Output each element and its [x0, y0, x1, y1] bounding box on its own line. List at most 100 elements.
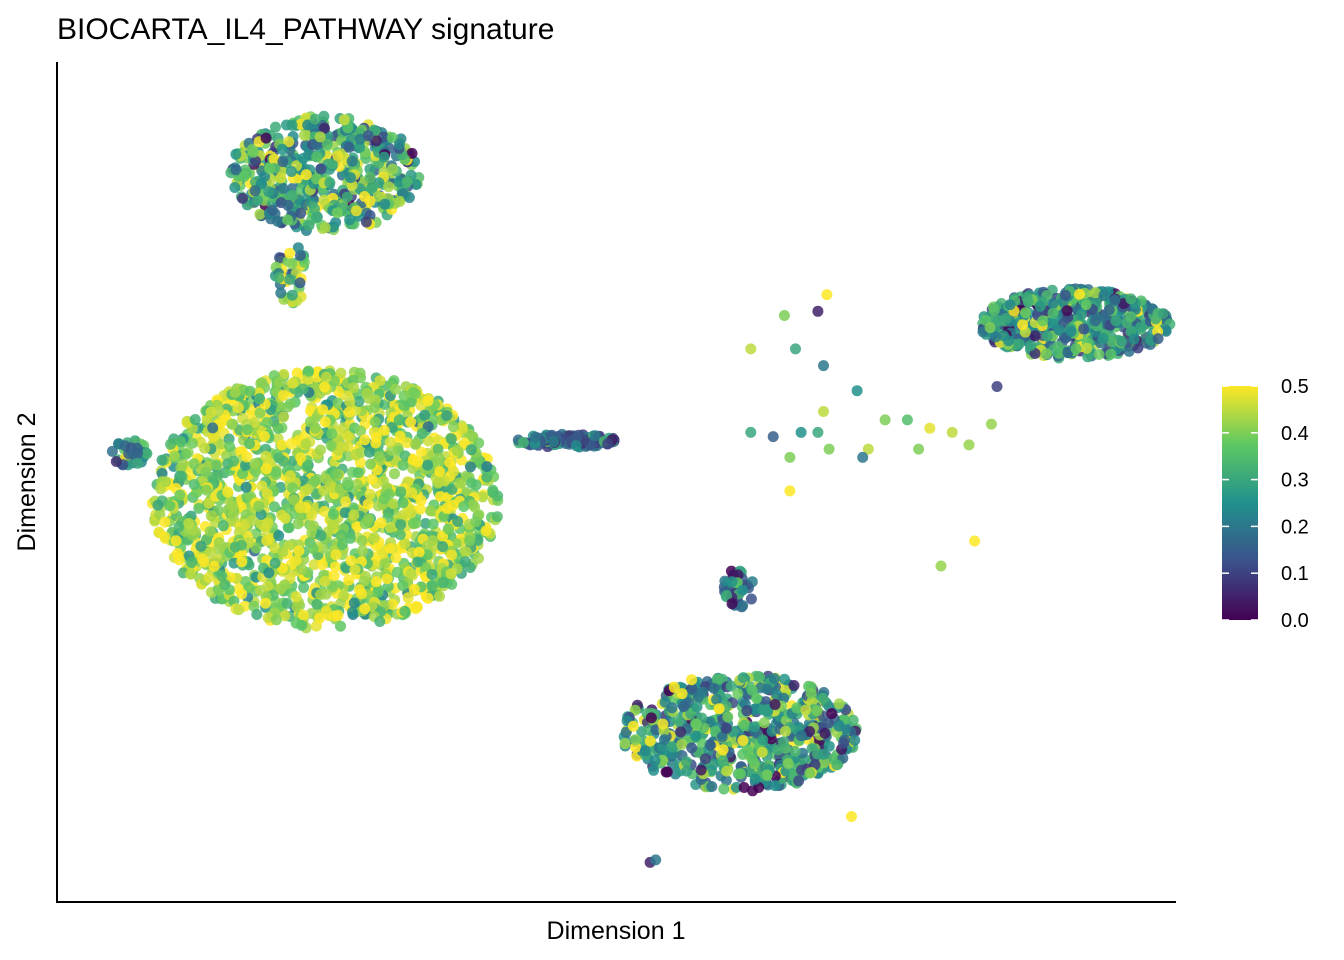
data-point	[193, 502, 205, 514]
data-point	[319, 416, 331, 428]
data-point	[188, 458, 200, 470]
data-point	[761, 769, 773, 781]
data-point	[141, 448, 153, 460]
data-point	[711, 673, 723, 685]
data-point	[1125, 293, 1137, 305]
data-point	[422, 459, 434, 471]
data-point	[298, 582, 310, 593]
data-point	[251, 609, 263, 620]
data-point	[465, 461, 476, 473]
data-point	[297, 383, 309, 395]
data-point	[1081, 342, 1093, 354]
data-point	[390, 383, 401, 395]
data-point	[751, 692, 763, 704]
data-point	[287, 189, 298, 201]
data-point	[745, 343, 757, 355]
data-point	[630, 734, 641, 746]
data-point	[273, 530, 285, 542]
data-point	[1110, 315, 1122, 327]
data-point	[1093, 348, 1105, 360]
data-point	[1128, 333, 1140, 345]
data-point	[416, 428, 428, 439]
data-point	[1074, 288, 1085, 300]
data-point	[331, 207, 343, 219]
data-point	[344, 532, 356, 544]
data-point	[686, 683, 698, 695]
data-point	[804, 726, 816, 737]
data-point	[790, 343, 801, 355]
data-point	[460, 556, 471, 568]
data-point	[327, 221, 339, 233]
data-point	[384, 436, 396, 448]
data-point	[270, 121, 281, 133]
data-point	[716, 731, 728, 743]
data-point	[784, 451, 796, 463]
data-point	[254, 208, 266, 220]
data-point	[344, 396, 356, 408]
data-point	[1020, 307, 1031, 319]
data-point	[256, 377, 268, 389]
data-point	[269, 557, 281, 569]
data-point	[1003, 335, 1015, 347]
data-point	[303, 219, 315, 231]
data-point	[444, 456, 456, 468]
data-point	[402, 592, 414, 604]
data-point	[433, 452, 445, 464]
data-point	[320, 473, 332, 485]
data-point	[301, 461, 313, 473]
x-axis-label: Dimension 1	[547, 917, 686, 945]
data-point	[132, 457, 144, 469]
data-point	[676, 688, 688, 700]
data-point	[410, 179, 422, 190]
data-point	[365, 458, 377, 470]
data-point	[244, 385, 256, 397]
data-point	[353, 584, 365, 596]
data-point	[778, 736, 789, 748]
legend-tick-label: 0.4	[1281, 423, 1309, 445]
data-point	[620, 726, 632, 738]
data-point	[338, 114, 350, 126]
data-point	[735, 768, 747, 780]
data-point	[362, 498, 374, 510]
data-point	[173, 521, 185, 532]
data-point	[227, 510, 239, 521]
data-point	[393, 176, 405, 188]
data-point	[324, 177, 336, 189]
data-point	[804, 767, 816, 779]
data-point	[748, 721, 760, 733]
data-point	[204, 525, 216, 537]
data-point	[570, 440, 582, 452]
data-point	[332, 397, 344, 409]
data-point	[758, 717, 770, 729]
data-point	[317, 404, 329, 416]
data-point	[320, 605, 332, 617]
y-axis-label: Dimension 2	[13, 413, 41, 552]
data-point	[661, 766, 673, 778]
data-point	[1076, 309, 1088, 320]
data-point	[419, 409, 431, 421]
data-point	[219, 579, 231, 591]
data-point	[183, 518, 195, 529]
data-point	[261, 416, 273, 428]
data-point	[319, 222, 331, 234]
data-point	[779, 673, 790, 685]
data-point	[316, 559, 328, 571]
data-point	[847, 714, 859, 726]
data-point	[1024, 340, 1036, 352]
data-point	[695, 764, 707, 776]
data-point	[338, 590, 350, 601]
data-point	[1125, 311, 1137, 323]
data-point	[387, 163, 399, 175]
data-point	[1116, 336, 1127, 347]
data-point	[833, 720, 845, 732]
data-point	[273, 272, 285, 284]
data-point	[946, 426, 958, 438]
data-point	[445, 433, 457, 445]
data-point	[445, 568, 457, 580]
data-point	[745, 593, 757, 605]
data-point	[769, 699, 781, 710]
data-point	[152, 499, 164, 511]
data-point	[398, 390, 410, 402]
data-point	[197, 553, 208, 565]
